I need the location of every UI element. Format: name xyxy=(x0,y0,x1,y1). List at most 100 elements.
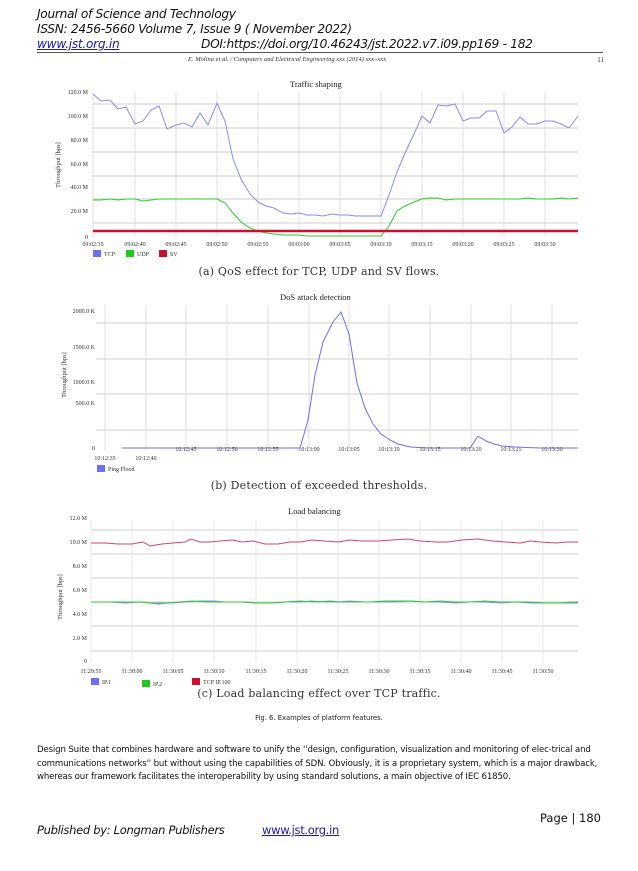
legend-swatch-tcp-ip100 xyxy=(192,678,200,685)
chart-load-balancing: Load balancing 12.0 M 10.0 M 8. xyxy=(57,506,578,700)
chart-a-xtick: 09:02:40 xyxy=(124,242,145,248)
chart-a-ytick: 60.0 M xyxy=(71,162,89,168)
legend-label-ping-flood: Ping Flood xyxy=(108,467,135,473)
chart-c-xtick: 11:30:00 xyxy=(121,669,142,675)
chart-b-ytick: 1500.0 K xyxy=(73,345,96,351)
legend-swatch-udp xyxy=(126,250,134,257)
chart-a-ytick: 40.0 M xyxy=(71,185,89,191)
chart-b-ytick: 500.0 K xyxy=(76,401,96,407)
chart-a-series-tcp xyxy=(92,93,579,217)
chart-c-legend: IP.1 IP.2 TCP IP.100 xyxy=(91,678,230,688)
figure-caption: Fig. 6. Examples of platform features. xyxy=(255,714,383,722)
running-page-number: 11 xyxy=(597,56,604,64)
chart-c-xtick: 11:30:35 xyxy=(409,669,430,675)
chart-c-xtick: 11:30:45 xyxy=(491,669,512,675)
chart-a-xtick: 09:02:50 xyxy=(206,242,227,248)
chart-b-title: DoS attack detection xyxy=(280,292,352,302)
chart-c-xtick: 11:30:05 xyxy=(162,669,183,675)
chart-a-xtick: 09:03:20 xyxy=(452,242,473,248)
chart-c-xtick: 11:30:50 xyxy=(532,669,553,675)
legend-swatch-ping-flood xyxy=(97,465,105,472)
chart-a-xtick: 09:02:45 xyxy=(165,242,186,248)
chart-b-xtick: 10:13:00 xyxy=(298,447,319,453)
chart-a-ytick: 0 xyxy=(85,235,88,241)
chart-dos-attack-detection: DoS attack detection 2000.0 K 1500.0 K 1… xyxy=(61,292,578,492)
footer-website-link[interactable]: www.jst.org.in xyxy=(262,823,339,837)
chart-c-series-tcp-ip100 xyxy=(91,538,578,547)
issn-line: ISSN: 2456-5660 Volume 7, Issue 9 ( Nove… xyxy=(37,22,352,36)
subcaption-c: (c) Load balancing effect over TCP traff… xyxy=(197,687,440,700)
page-number: Page | 180 xyxy=(540,811,601,825)
running-head: E. Molina et al. / Computers and Electri… xyxy=(188,56,387,63)
chart-c-ytick: 2.0 M xyxy=(73,636,88,642)
chart-a-xtick: 09:03:10 xyxy=(370,242,391,248)
chart-b-xtick: 10:12:45 xyxy=(175,447,196,453)
chart-c-xtick: 11:30:15 xyxy=(245,669,266,675)
legend-swatch-ip2 xyxy=(142,680,150,687)
chart-b-xtick: 10:13:20 xyxy=(460,447,481,453)
journal-website-link[interactable]: www.jst.org.in xyxy=(37,37,120,51)
chart-a-title: Traffic shaping xyxy=(290,79,342,89)
chart-c-ytick: 0 xyxy=(84,659,87,665)
chart-c-ytick: 12.0 M xyxy=(70,516,88,522)
chart-a-xtick: 09:02:35 xyxy=(82,242,103,248)
legend-label-sv: SV xyxy=(170,252,178,258)
chart-b-xtick: 10:13:25 xyxy=(500,447,521,453)
chart-b-xtick: 10:12:55 xyxy=(257,447,278,453)
chart-b-xtick: 10:13:05 xyxy=(338,447,359,453)
chart-a-xtick: 09:03:05 xyxy=(329,242,350,248)
chart-a-xtick: 09:03:15 xyxy=(411,242,432,248)
doi-text: DOI:https://doi.org/10.46243/jst.2022.v7… xyxy=(201,37,533,51)
chart-b-series-ping-flood xyxy=(122,310,578,449)
legend-swatch-tcp xyxy=(93,250,101,257)
legend-label-ip1: IP.1 xyxy=(102,680,111,686)
chart-a-ytick: 20.0 M xyxy=(71,209,89,215)
chart-c-xtick: 11:30:30 xyxy=(368,669,389,675)
chart-b-xtick: 10:13:30 xyxy=(541,447,562,453)
chart-c-ytick: 6.0 M xyxy=(73,588,88,594)
chart-b-xtick: 10:13:15 xyxy=(419,447,440,453)
chart-a-xtick: 09:03:00 xyxy=(288,242,309,248)
chart-c-ytick: 4.0 M xyxy=(73,612,88,618)
subcaption-a: (a) QoS effect for TCP, UDP and SV flows… xyxy=(198,265,439,278)
legend-label-tcp-ip100: TCP IP.100 xyxy=(203,680,230,686)
chart-c-xtick: 11:29:55 xyxy=(80,669,101,675)
chart-b-ytick: 0 xyxy=(92,446,95,452)
chart-c-xtick: 11:30:20 xyxy=(286,669,307,675)
chart-c-ytick: 8.0 M xyxy=(73,564,88,570)
chart-a-xtick: 09:03:25 xyxy=(493,242,514,248)
header-rule xyxy=(37,52,603,53)
chart-a-ytick: 100.0 M xyxy=(68,114,89,120)
chart-c-xtick: 11:30:25 xyxy=(327,669,348,675)
chart-b-legend: Ping Flood xyxy=(97,465,135,473)
chart-b-ytick: 1000.0 K xyxy=(73,380,96,386)
chart-c-series-ip2 xyxy=(91,600,578,605)
chart-b-ytick: 2000.0 K xyxy=(73,309,96,315)
chart-c-ylabel: Throughput [bps] xyxy=(57,574,64,620)
chart-a-ylabel: Throughput [bps] xyxy=(55,142,62,188)
chart-b-xtick: 10:12:35 xyxy=(94,456,115,462)
chart-a-legend: TCP UDP SV xyxy=(93,250,178,258)
legend-swatch-sv xyxy=(159,250,167,257)
chart-c-xtick: 11:30:10 xyxy=(203,669,224,675)
journal-title: Journal of Science and Technology xyxy=(37,7,236,21)
chart-a-ytick: 80.0 M xyxy=(71,138,89,144)
legend-label-ip2: IP.2 xyxy=(153,682,162,688)
body-paragraph: Design Suite that combines hardware and … xyxy=(37,745,598,783)
chart-a-xtick: 09:03:30 xyxy=(534,242,555,248)
chart-b-xtick: 10:12:50 xyxy=(216,447,237,453)
chart-a-series-udp xyxy=(93,197,579,237)
chart-c-xtick: 11:30:40 xyxy=(450,669,471,675)
legend-label-udp: UDP xyxy=(137,252,150,258)
chart-a-xtick: 09:02:55 xyxy=(247,242,268,248)
publisher-text: Published by: Longman Publishers xyxy=(37,823,225,837)
legend-label-tcp: TCP xyxy=(104,252,116,258)
chart-c-ytick: 10.0 M xyxy=(70,540,88,546)
chart-b-xtick: 10:12:40 xyxy=(135,456,156,462)
subcaption-b: (b) Detection of exceeded thresholds. xyxy=(211,479,428,492)
chart-c-title: Load balancing xyxy=(288,506,341,516)
chart-a-ytick: 120.0 M xyxy=(68,90,89,96)
chart-b-xtick: 10:13:10 xyxy=(378,447,399,453)
legend-swatch-ip1 xyxy=(91,678,99,685)
